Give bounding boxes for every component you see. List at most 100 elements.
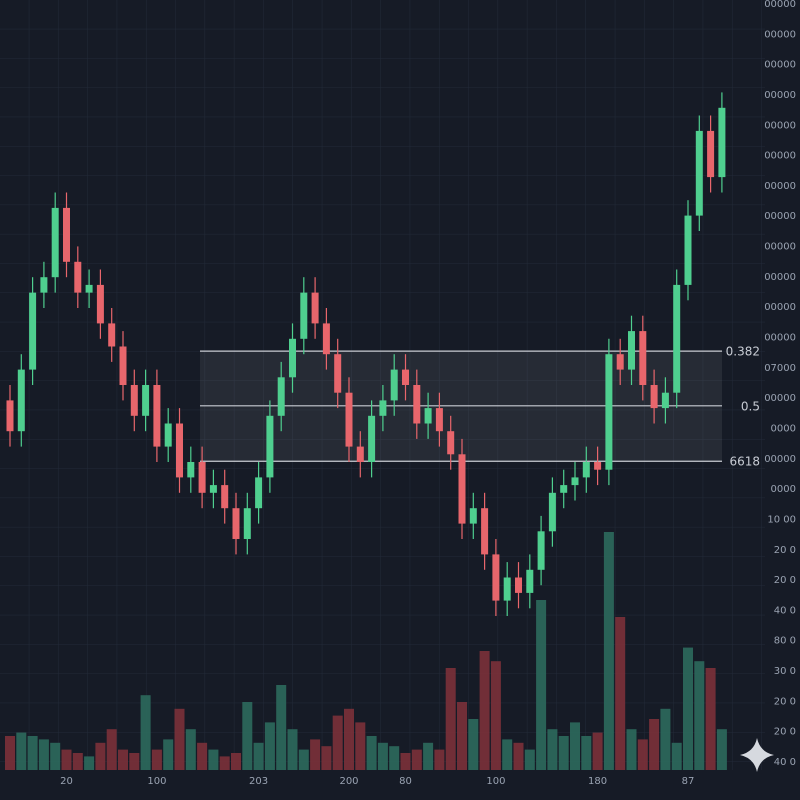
volume-bar [683,647,693,770]
y-axis-label: 80 0 [774,636,796,647]
candle-body [130,385,138,416]
candle-body [594,462,602,470]
y-axis-label: 00000 [764,454,796,465]
volume-bar [547,729,558,770]
fib-label: 0.5 [741,399,760,413]
volume-bar [287,729,298,770]
volume-bar [366,736,377,770]
y-axis-label: 00000 [764,151,796,162]
volume-bar [626,729,637,770]
volume-bar [140,695,151,770]
y-axis-label: 00000 [764,29,796,40]
volume-bar [536,600,547,770]
volume-bar [457,702,467,770]
candle-body [718,107,726,178]
volume-bar [106,729,117,770]
candle-body [402,369,409,385]
y-axis-label: 00000 [764,0,796,10]
x-tick-label: 20 [60,776,73,787]
candle-body [108,323,116,347]
volume-bar [16,732,27,770]
volume-bar [400,753,411,770]
volume-bar [253,742,264,770]
candle-body [526,569,534,593]
volume-bar [705,668,716,770]
volume-bar [603,532,614,770]
volume-bar [615,617,626,770]
candle-body [515,577,522,593]
volume-bar [490,661,501,770]
volume-bar [660,708,671,770]
candle-body [311,292,319,324]
volume-bar [513,742,524,770]
y-axis-label: 00000 [764,302,796,313]
candle-body [458,454,466,524]
y-axis-label: 20 0 [774,696,796,707]
volume-bar [671,742,682,770]
candle-body [707,130,715,178]
volume-bar [151,749,162,770]
volume-bar [355,722,366,770]
volume-bar [276,685,287,770]
candle-body [142,385,150,416]
candle-body [481,508,489,555]
y-axis-label: 00000 [764,333,796,344]
volume-bar [118,749,128,770]
y-axis-label: 20 0 [774,575,796,586]
volume-bar [5,736,15,770]
candle-body [356,446,364,462]
y-axis-label: 00000 [764,211,796,222]
volume-bar [321,746,332,770]
volume-bar [479,651,490,770]
candle-body [187,462,195,478]
x-tick-label: 100 [147,776,166,787]
x-tick-label: 87 [682,776,695,787]
y-axis-label: 0000 [771,484,796,495]
volume-bar [185,729,196,770]
candle-body [198,462,206,493]
candle-body [379,400,387,416]
y-axis-label: 00000 [764,90,796,101]
candle-body [390,369,398,401]
y-axis-label: 00000 [764,242,796,253]
volume-bar [716,729,727,770]
candle-body [469,508,477,524]
volume-bar [61,749,72,770]
x-tick-label: 203 [249,776,268,787]
volume-bar [163,739,174,770]
volume-bar [502,739,513,770]
volume-bar [38,739,49,770]
volume-bar [310,739,321,770]
candle-body [661,392,669,409]
volume-bar [637,739,648,770]
candle-body [424,408,432,424]
x-tick-label: 180 [588,776,607,787]
candle-body [243,508,251,539]
candle-body [345,392,353,447]
y-axis-label: 00000 [764,181,796,192]
candle-body [255,477,263,509]
candle-body [413,385,421,424]
volume-bar [129,753,140,770]
candle-body [628,331,635,370]
volume-bar [197,742,208,770]
volume-bar [570,722,580,770]
candle-body [221,485,229,509]
candle-body [605,354,613,470]
candle-body [176,423,183,478]
volume-bar [174,708,185,770]
volume-bar [377,742,388,770]
volume-bar [72,753,83,770]
y-axis-label: 40 0 [774,605,796,616]
x-tick-label: 80 [399,776,412,787]
y-axis-label: 10 00 [767,514,796,525]
volume-bar [558,736,569,770]
candle-body [639,331,647,385]
candle-body [560,485,568,493]
candle-body [368,415,376,462]
y-axis-label: 20 0 [774,545,796,556]
y-axis-label: 00000 [764,120,796,131]
candle-body [435,408,443,432]
volume-bar [95,742,106,770]
